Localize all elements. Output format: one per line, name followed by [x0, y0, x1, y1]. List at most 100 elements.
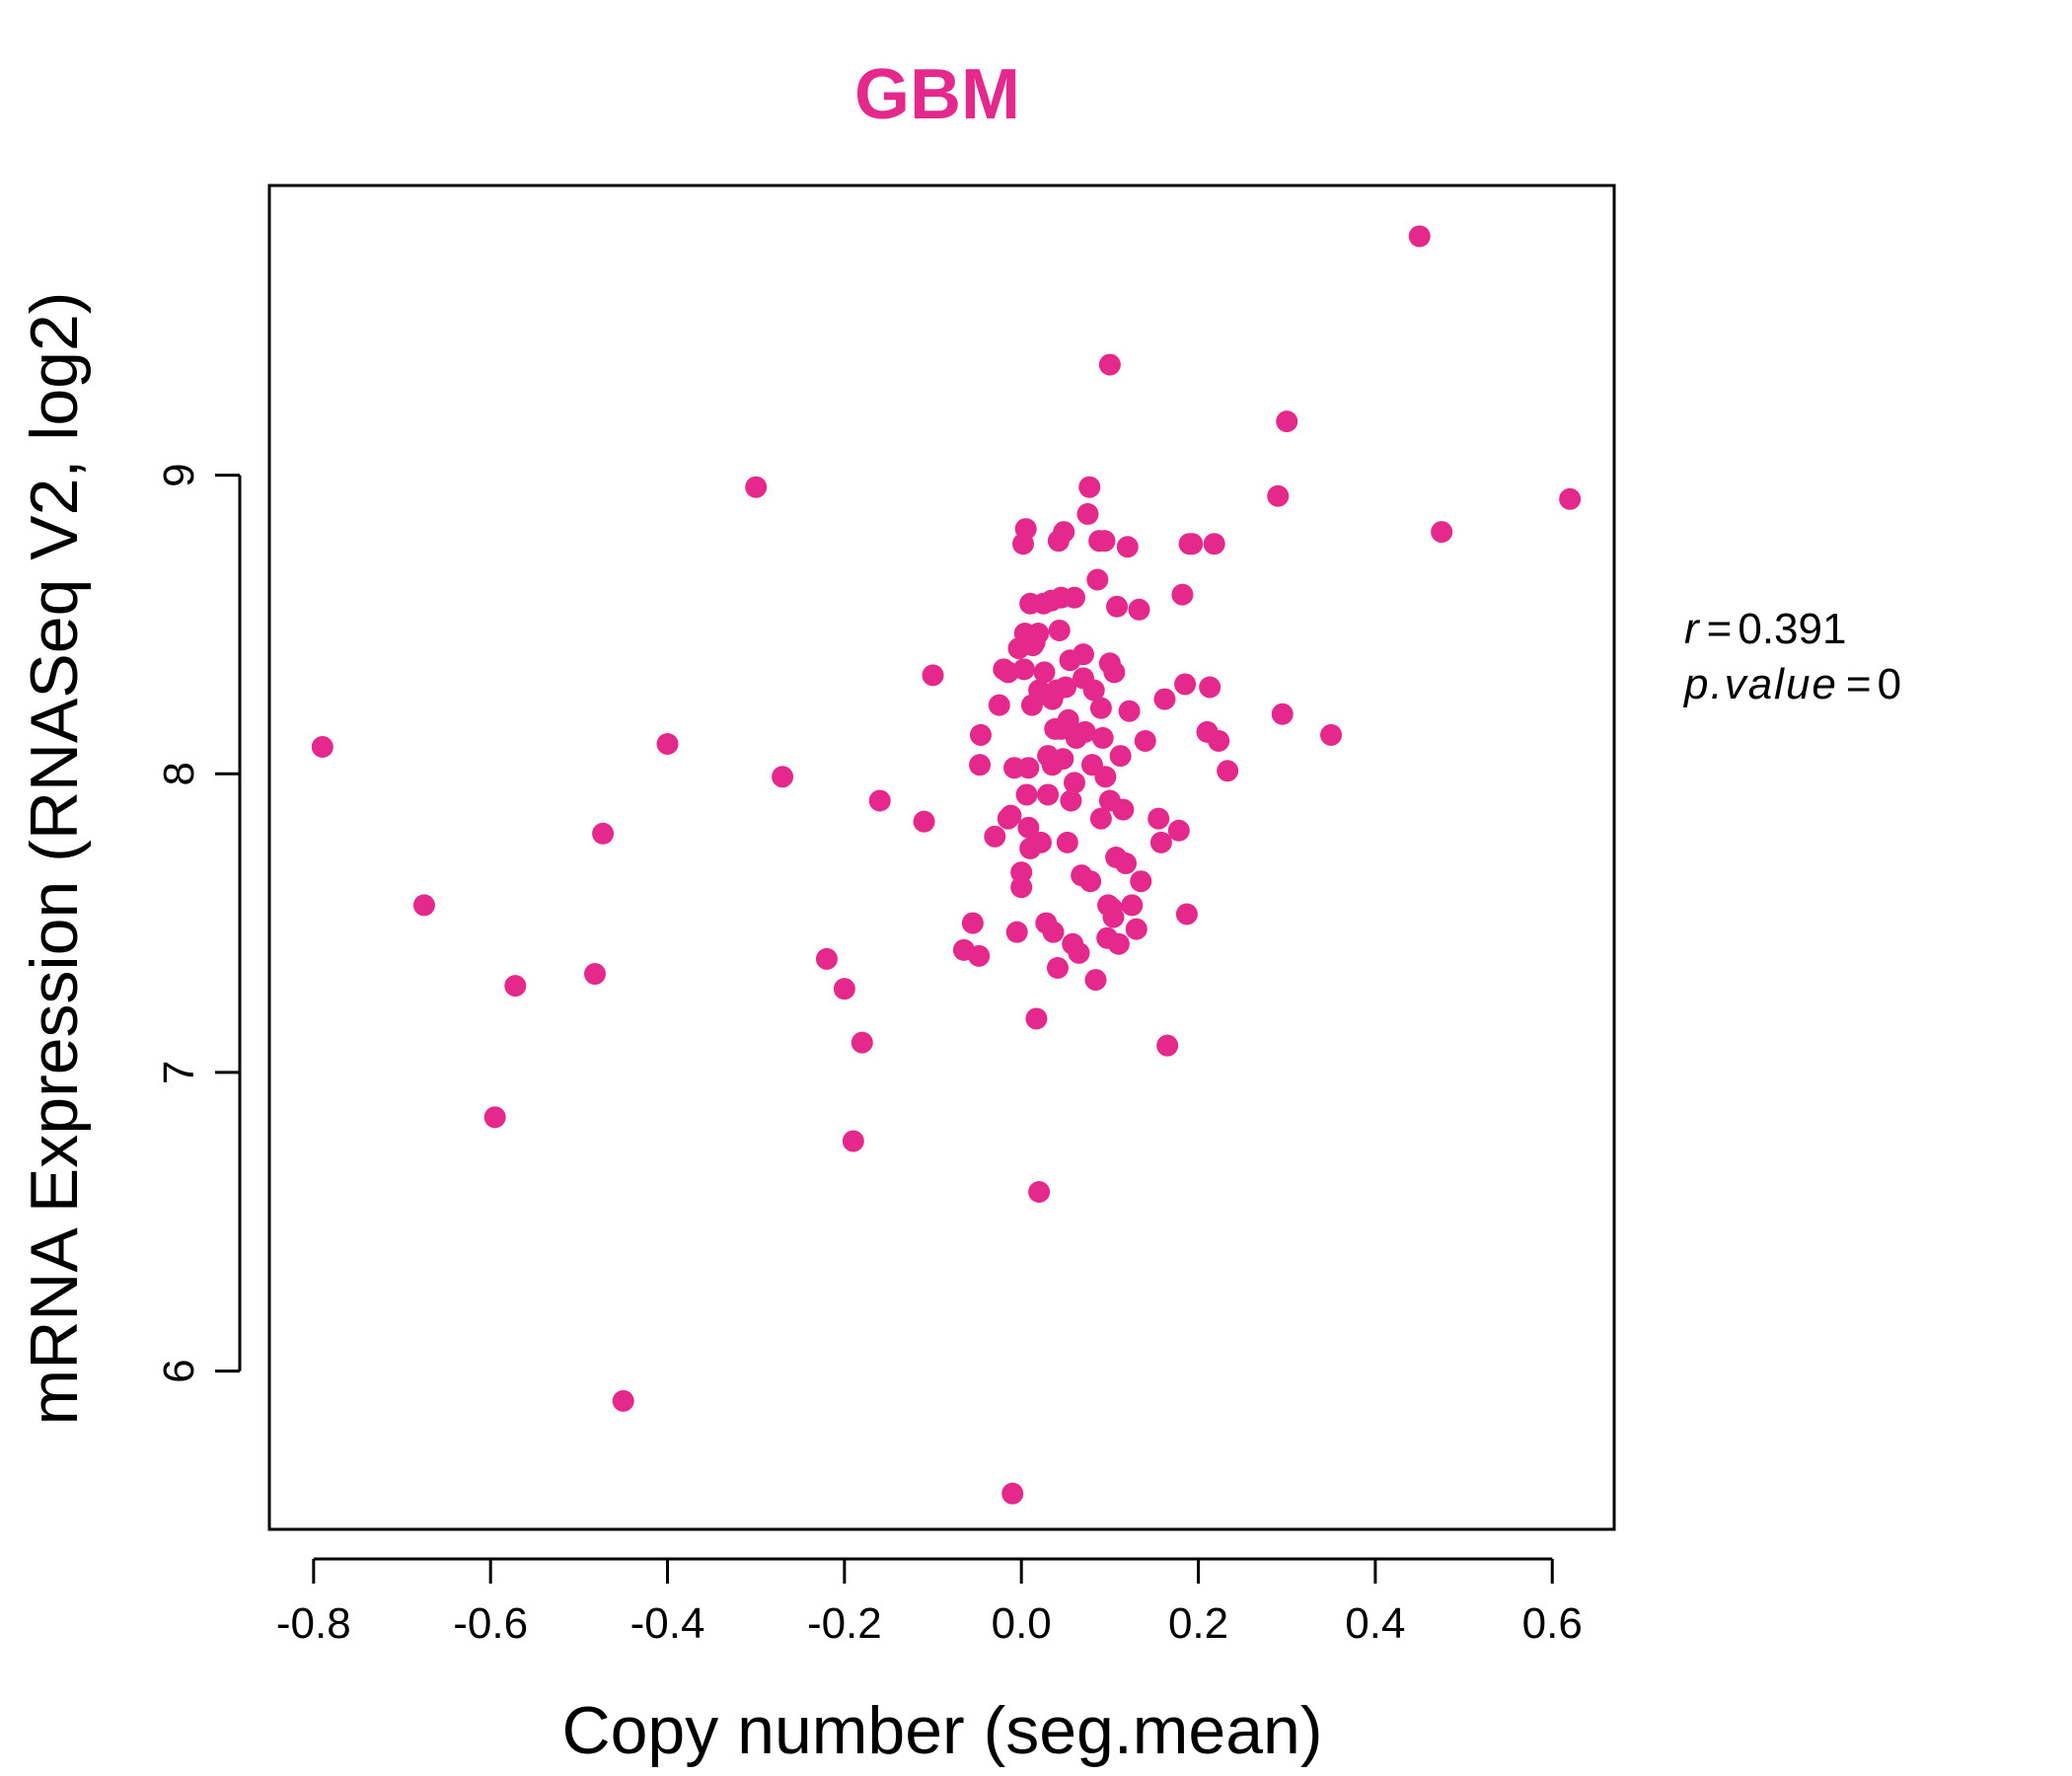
data-point	[1153, 688, 1176, 710]
data-point	[1102, 906, 1125, 928]
data-point	[1103, 661, 1126, 684]
data-point	[1060, 789, 1082, 812]
data-point	[745, 476, 768, 498]
data-point	[612, 1389, 634, 1412]
data-point	[1128, 598, 1150, 621]
data-point	[1130, 870, 1152, 893]
data-point	[988, 694, 1010, 716]
data-point	[1203, 533, 1225, 555]
r-statistic: r = 0.391	[1684, 605, 1846, 653]
data-point	[1156, 1034, 1179, 1057]
data-point	[1408, 225, 1431, 248]
x-tick-label: -0.4	[630, 1599, 705, 1648]
data-point	[1093, 530, 1116, 553]
data-point	[1012, 658, 1035, 681]
data-point	[1125, 918, 1147, 940]
data-point	[1064, 772, 1086, 794]
data-point	[1005, 921, 1028, 943]
data-point	[1079, 870, 1102, 893]
data-point	[1559, 487, 1582, 510]
x-tick-label: 0.6	[1522, 1599, 1583, 1648]
data-point	[483, 1106, 506, 1129]
data-point	[1028, 1180, 1051, 1203]
data-point	[1118, 700, 1141, 722]
data-point	[1086, 568, 1109, 591]
data-point	[842, 1130, 864, 1152]
y-tick-label: 6	[155, 1359, 203, 1382]
data-point	[1112, 798, 1135, 821]
data-point	[1001, 1482, 1024, 1505]
y-axis: 6 7 8 9	[155, 463, 242, 1383]
data-point	[1053, 521, 1075, 544]
data-point	[1174, 673, 1197, 696]
data-point	[1181, 533, 1204, 555]
data-point	[1048, 619, 1071, 641]
data-point	[1121, 894, 1144, 917]
data-point	[1115, 852, 1138, 875]
data-point	[583, 963, 606, 986]
plot-frame	[267, 184, 1616, 1531]
data-point	[1149, 831, 1172, 853]
data-point	[1033, 661, 1056, 684]
data-points	[311, 225, 1582, 1505]
x-axis: -0.8 -0.6 -0.4 -0.2 0.0 0.2 0.4 0.6	[276, 1557, 1583, 1648]
data-point	[1107, 932, 1130, 955]
data-point	[1015, 783, 1038, 806]
data-point	[1037, 783, 1060, 806]
data-point	[833, 978, 855, 1000]
data-point	[1017, 816, 1040, 839]
data-point	[311, 736, 333, 759]
r-value: 0.391	[1738, 605, 1846, 653]
data-point	[1052, 748, 1074, 771]
data-point	[961, 912, 984, 934]
data-point	[1041, 688, 1064, 710]
data-point	[656, 732, 679, 755]
data-point	[1046, 956, 1069, 979]
data-point	[984, 825, 1006, 848]
data-point	[1320, 723, 1343, 746]
data-point	[969, 754, 992, 777]
data-point	[1068, 941, 1090, 964]
data-point	[1027, 623, 1050, 644]
x-tick-label: -0.6	[453, 1599, 528, 1648]
data-point	[1267, 484, 1290, 507]
data-point	[1431, 521, 1453, 544]
data-point	[504, 975, 527, 998]
chart-title: GBM	[854, 55, 1020, 134]
data-point	[592, 822, 615, 845]
data-point	[1076, 502, 1099, 525]
data-point	[1089, 697, 1112, 719]
data-point	[1175, 903, 1198, 925]
data-point	[1078, 476, 1101, 498]
y-tick-label: 8	[155, 762, 203, 785]
data-point	[1014, 518, 1037, 541]
p-statistic: p.value = 0	[1682, 660, 1901, 708]
data-point	[851, 1031, 873, 1054]
x-axis-label: Copy number (seg.mean)	[561, 1693, 1322, 1768]
p-value: 0	[1878, 660, 1901, 708]
data-point	[1010, 876, 1033, 899]
r-symbol: r	[1684, 605, 1701, 653]
data-point	[1073, 720, 1096, 743]
data-point	[1109, 745, 1132, 768]
data-point	[1094, 766, 1117, 788]
data-point	[1017, 757, 1040, 779]
data-point	[412, 894, 435, 917]
data-point	[1025, 1007, 1048, 1030]
y-axis-label: mRNA Expression (RNASeq V2, log2)	[17, 292, 92, 1426]
data-point	[1064, 586, 1086, 609]
data-point	[1116, 536, 1139, 558]
data-point	[1199, 676, 1221, 699]
data-point	[1106, 595, 1129, 618]
data-point	[1089, 807, 1112, 830]
data-point	[1276, 410, 1298, 433]
x-tick-label: 0.4	[1345, 1599, 1405, 1648]
x-tick-label: 0.0	[992, 1599, 1052, 1648]
data-point	[1019, 837, 1042, 859]
data-point	[1072, 643, 1094, 666]
data-point	[1091, 726, 1114, 749]
data-point	[1098, 353, 1121, 376]
data-point	[1084, 969, 1107, 992]
data-point	[997, 807, 1019, 830]
data-point	[1217, 760, 1239, 782]
